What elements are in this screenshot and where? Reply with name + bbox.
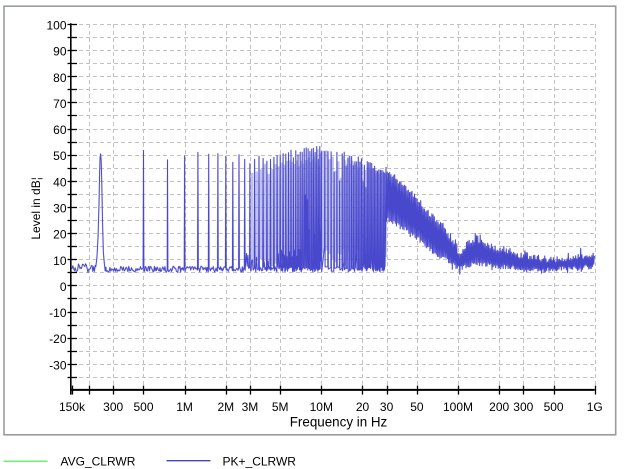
svg-text:1G: 1G bbox=[587, 400, 603, 414]
svg-text:50: 50 bbox=[410, 400, 424, 414]
svg-text:50: 50 bbox=[53, 149, 67, 163]
svg-text:10: 10 bbox=[53, 254, 67, 268]
svg-text:-10: -10 bbox=[49, 306, 67, 320]
svg-text:20: 20 bbox=[356, 400, 370, 414]
svg-text:60: 60 bbox=[53, 123, 67, 137]
svg-text:300: 300 bbox=[513, 400, 533, 414]
svg-text:500: 500 bbox=[544, 400, 564, 414]
svg-text:300: 300 bbox=[103, 400, 123, 414]
svg-text:500: 500 bbox=[133, 400, 153, 414]
svg-text:AVG_CLRWR: AVG_CLRWR bbox=[61, 454, 136, 468]
svg-text:30: 30 bbox=[53, 202, 67, 216]
svg-text:Level in dB¦: Level in dB¦ bbox=[29, 177, 43, 240]
svg-text:100M: 100M bbox=[443, 400, 473, 414]
svg-text:20: 20 bbox=[53, 228, 67, 242]
svg-text:PK+_CLRWR: PK+_CLRWR bbox=[223, 454, 297, 468]
svg-text:-30: -30 bbox=[49, 358, 67, 372]
svg-text:30: 30 bbox=[380, 400, 394, 414]
svg-text:0: 0 bbox=[60, 280, 67, 294]
svg-text:3M: 3M bbox=[242, 400, 259, 414]
svg-text:90: 90 bbox=[53, 45, 67, 59]
svg-text:70: 70 bbox=[53, 97, 67, 111]
svg-text:Frequency in Hz: Frequency in Hz bbox=[290, 415, 388, 430]
svg-text:80: 80 bbox=[53, 71, 67, 85]
svg-text:-20: -20 bbox=[49, 332, 67, 346]
svg-text:10M: 10M bbox=[310, 400, 333, 414]
svg-text:5M: 5M bbox=[272, 400, 289, 414]
svg-text:100: 100 bbox=[46, 19, 66, 33]
svg-text:200: 200 bbox=[489, 400, 509, 414]
svg-text:1M: 1M bbox=[176, 400, 193, 414]
svg-text:150k: 150k bbox=[59, 400, 86, 414]
svg-text:40: 40 bbox=[53, 175, 67, 189]
svg-text:2M: 2M bbox=[217, 400, 234, 414]
